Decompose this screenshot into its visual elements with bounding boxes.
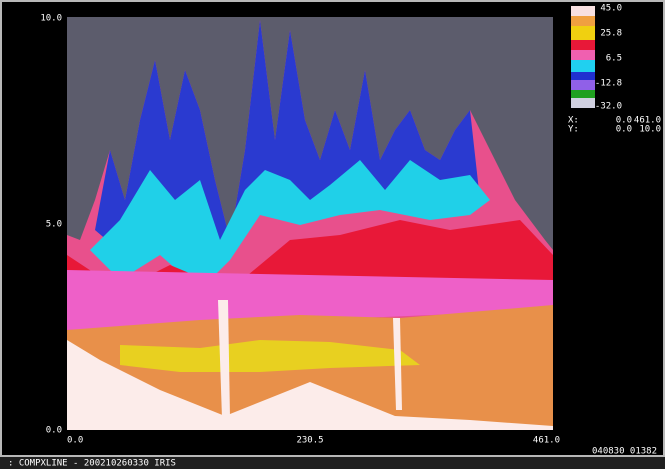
x-tick-label: 230.5 — [296, 436, 323, 446]
cursor-value: 0.0 — [616, 116, 632, 126]
frame — [0, 0, 665, 457]
y-tick-label: 0.0 — [46, 426, 62, 436]
cursor-label: X: — [568, 116, 579, 126]
y-tick-label: 5.0 — [46, 220, 62, 230]
colorbar-label: 25.8 — [600, 29, 622, 39]
color-swatch — [571, 26, 595, 40]
cursor-value: 10.0 — [639, 125, 661, 135]
radar-image — [67, 20, 553, 430]
color-swatch — [571, 90, 595, 98]
status-text: : COMPXLINE - 200210260330 IRIS — [8, 459, 176, 469]
blank-ray — [218, 300, 230, 418]
colorbar — [571, 6, 595, 108]
color-swatch — [571, 6, 595, 16]
color-swatch — [571, 60, 595, 72]
cursor-value: 461.0 — [634, 116, 661, 126]
echo-magenta — [67, 270, 553, 330]
timestamp: 040830 01382 — [592, 447, 657, 457]
color-swatch — [571, 80, 595, 90]
color-swatch — [571, 98, 595, 108]
y-tick-label: 10.0 — [40, 14, 62, 24]
colorbar-label: -12.8 — [595, 79, 622, 89]
x-tick-label: 0.0 — [67, 436, 83, 446]
echo-yellow — [120, 340, 420, 372]
blank-ray — [393, 318, 402, 410]
color-swatch — [571, 72, 595, 80]
ground-clutter — [67, 340, 553, 430]
cursor-value: 0.0 — [616, 125, 632, 135]
color-swatch — [571, 40, 595, 50]
color-swatch — [571, 50, 595, 60]
x-tick-label: 461.0 — [533, 436, 560, 446]
color-swatch — [571, 16, 595, 26]
cursor-label: Y: — [568, 125, 579, 135]
colorbar-label: 6.5 — [606, 54, 622, 64]
echo-cyan — [90, 160, 490, 290]
colorbar-label: 45.0 — [600, 4, 622, 14]
echo-red — [67, 220, 553, 290]
colorbar-label: -32.0 — [595, 102, 622, 112]
status-bar — [0, 457, 665, 469]
